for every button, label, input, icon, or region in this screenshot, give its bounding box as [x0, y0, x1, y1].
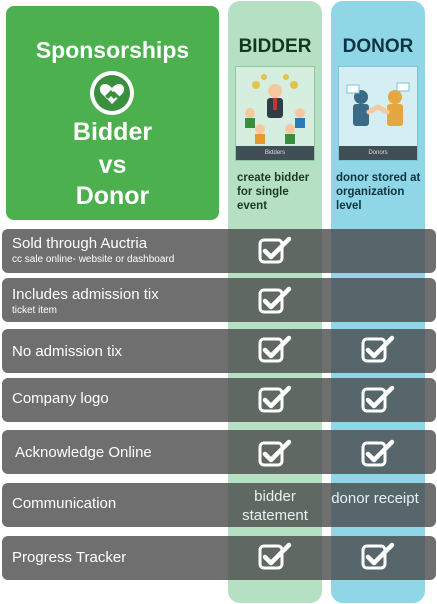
bidder-check-icon [258, 236, 292, 266]
row-includes-admission: Includes admission tix ticket item [2, 278, 436, 322]
donors-illustration: Donors [338, 66, 418, 161]
donor-check-icon [361, 335, 395, 365]
bidders-illustration: Bidders [235, 66, 315, 161]
title-card: Sponsorships Bidder vs Donor [6, 6, 219, 220]
bidder-heading: BIDDER [238, 36, 312, 57]
row-sublabel: ticket item [12, 305, 58, 316]
donor-communication-text: donor receipt [331, 490, 419, 507]
bidder-check-icon [258, 335, 292, 365]
donors-caption: Donors [339, 146, 417, 160]
title-line-1: Sponsorships [35, 37, 190, 63]
bidder-check-icon [258, 439, 292, 469]
donor-check-icon [361, 385, 395, 415]
bidder-description: create bidder for single event [237, 172, 310, 212]
bidder-check-icon [258, 286, 292, 316]
donor-description: donor stored at organization level [336, 172, 421, 212]
row-sold-through-auctria: Sold through Auctria cc sale online- web… [2, 229, 436, 273]
bidder-check-icon [258, 385, 292, 415]
row-label: Sold through Auctria [12, 235, 148, 252]
row-label: Communication [12, 495, 117, 512]
title-line-4: Donor [75, 182, 150, 210]
donor-heading: DONOR [342, 36, 414, 57]
row-label: No admission tix [12, 343, 123, 360]
row-sublabel: cc sale online- website or dashboard [12, 254, 175, 265]
row-communication: Communication [2, 483, 436, 527]
title-line-3: vs [98, 151, 127, 179]
bidder-check-icon [258, 542, 292, 572]
row-label: Acknowledge Online [15, 444, 152, 461]
row-label: Company logo [12, 390, 109, 407]
bidders-caption: Bidders [236, 146, 314, 160]
donor-check-icon [361, 542, 395, 572]
heart-handshake-icon [90, 71, 134, 115]
row-label: Progress Tracker [12, 549, 127, 566]
bidder-communication-text: bidder statement [242, 488, 308, 524]
row-label: Includes admission tix [12, 286, 159, 303]
donor-check-icon [361, 439, 395, 469]
title-line-2: Bidder [72, 118, 153, 146]
